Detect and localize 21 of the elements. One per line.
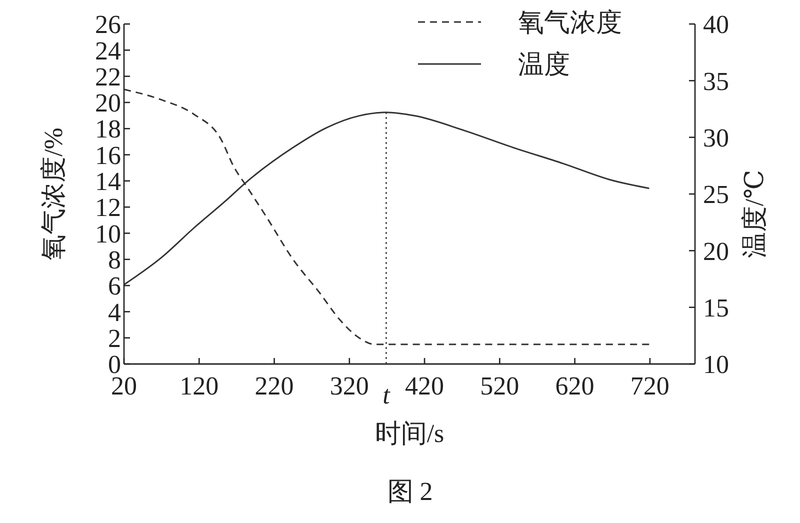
legend-label: 氧气浓度 [518, 8, 622, 38]
x-tick-label: 220 [254, 371, 294, 400]
x-tick-label: 720 [630, 371, 670, 400]
y2-tick-label: 20 [703, 236, 729, 266]
y-axis-title: 氧气浓度/% [39, 128, 68, 260]
x-tick-label: 120 [180, 371, 219, 400]
y2-axis-title: 温度/℃ [740, 170, 769, 258]
x-tick-label: 320 [330, 371, 369, 400]
y2-tick-label: 40 [703, 10, 729, 40]
x-tick-label: 620 [555, 371, 594, 400]
y2-tick-label: 25 [703, 180, 729, 210]
legend-label: 温度 [518, 50, 570, 80]
caption: 图 2 [387, 477, 433, 506]
y2-tick-label: 10 [703, 350, 729, 380]
ref-line-label: t [382, 380, 391, 410]
x-axis-title: 时间/s [374, 419, 444, 448]
y2-tick-label: 30 [703, 123, 729, 152]
y2-tick-label: 35 [703, 66, 729, 96]
y2-tick-label: 15 [703, 293, 729, 322]
x-tick-label: 420 [405, 371, 444, 400]
x-tick-label: 520 [480, 371, 520, 400]
